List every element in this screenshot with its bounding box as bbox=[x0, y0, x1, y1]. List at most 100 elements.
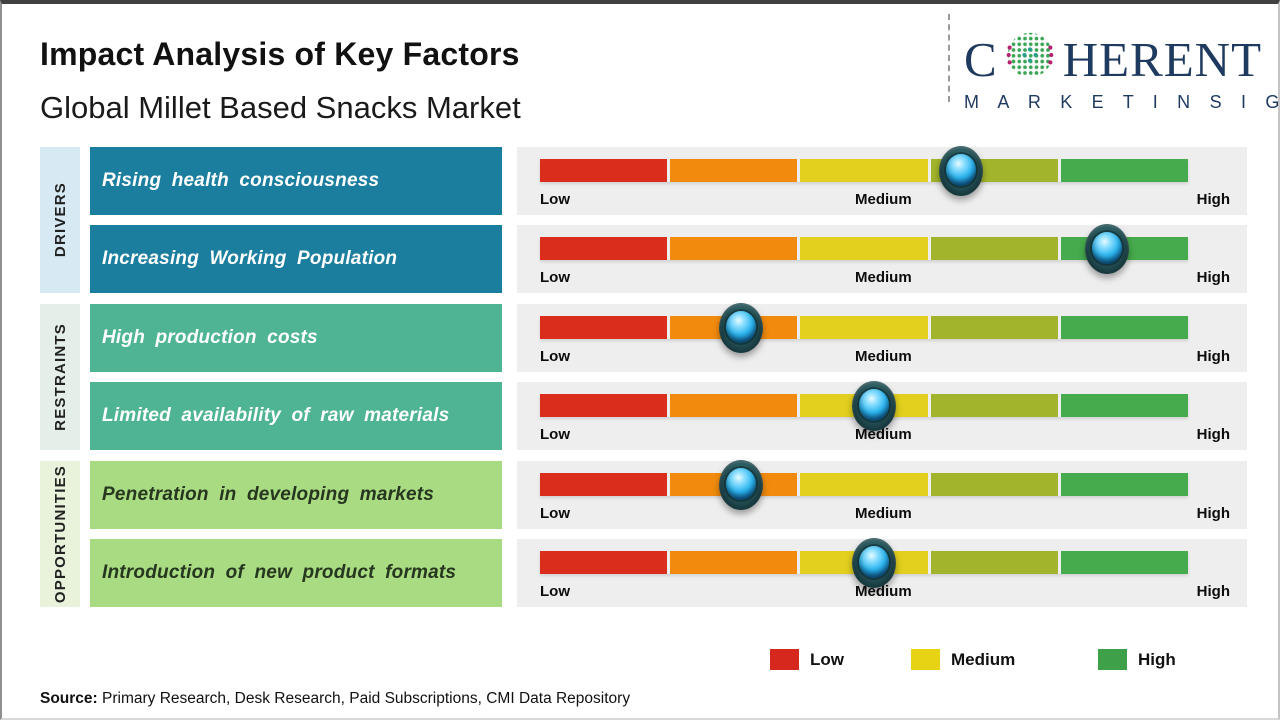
logo-letter-c: C bbox=[964, 32, 998, 87]
source-label: Source: bbox=[40, 690, 98, 707]
impact-scale-panel: Low Medium High bbox=[517, 381, 1247, 450]
impact-scale-panel: Low Medium High bbox=[517, 146, 1247, 215]
group-name-label: DRIVERS bbox=[51, 182, 69, 258]
scale-label-high: High bbox=[1196, 505, 1230, 522]
factor-row: Penetration in developing markets L bbox=[90, 460, 1247, 529]
impact-scale-panel: Low Medium High bbox=[517, 224, 1247, 293]
segment-medium bbox=[800, 316, 928, 339]
segment-low bbox=[540, 316, 668, 339]
scale-label-low: Low bbox=[540, 191, 570, 208]
legend: Low Medium High bbox=[2, 649, 1280, 675]
legend-item-low: Low bbox=[770, 649, 844, 670]
segment-medium-high bbox=[930, 237, 1058, 260]
factor-box: Limited availability of raw materials bbox=[90, 382, 502, 450]
impact-marker bbox=[851, 538, 896, 588]
segment-medium-high bbox=[930, 551, 1058, 574]
factor-label: Penetration in developing markets bbox=[102, 484, 435, 505]
factor-row: High production costs Low bbox=[90, 303, 1247, 372]
segment-medium-high bbox=[930, 394, 1058, 417]
factor-box: High production costs bbox=[90, 304, 502, 372]
factor-label: Introduction of new product formats bbox=[102, 562, 457, 583]
segment-high bbox=[1060, 159, 1189, 182]
impact-marker bbox=[1085, 224, 1129, 274]
scale-label-low: Low bbox=[540, 426, 570, 443]
factor-row: Rising health consciousness Low bbox=[90, 146, 1247, 215]
impact-gradient-bar bbox=[540, 381, 1189, 431]
segment-low bbox=[540, 237, 668, 260]
segment-low-medium bbox=[670, 237, 798, 260]
impact-marker bbox=[851, 381, 896, 431]
impact-marker bbox=[718, 303, 763, 353]
segment-high bbox=[1060, 473, 1189, 496]
factor-row: Increasing Working Population Low bbox=[90, 224, 1247, 293]
legend-swatch-medium bbox=[911, 649, 940, 670]
impact-scale-panel: Low Medium High bbox=[517, 303, 1247, 372]
scale-labels: Low Medium High bbox=[540, 426, 1230, 443]
group-name-label: RESTRAINTS bbox=[51, 323, 69, 431]
impact-marker bbox=[939, 146, 984, 196]
segment-high bbox=[1060, 394, 1189, 417]
scale-labels: Low Medium High bbox=[540, 505, 1230, 522]
segment-low-medium bbox=[670, 551, 798, 574]
scale-labels: Low Medium High bbox=[540, 583, 1230, 600]
factor-row: Introduction of new product formats bbox=[90, 538, 1247, 607]
legend-label-high: High bbox=[1138, 649, 1176, 669]
group-drivers: DRIVERS Rising health consciousness bbox=[40, 146, 1247, 293]
group-strip-drivers: DRIVERS bbox=[40, 147, 80, 293]
logo-tagline: M A R K E T I N S I G H T S bbox=[964, 92, 1280, 112]
scale-label-low: Low bbox=[540, 269, 570, 286]
segment-medium bbox=[800, 473, 928, 496]
globe-dots-icon bbox=[1005, 30, 1055, 90]
group-strip-opportunities: OPPORTUNITIES bbox=[40, 461, 80, 607]
source-line: Source: Primary Research, Desk Research,… bbox=[40, 690, 630, 708]
logo-letters-herent: HERENT bbox=[1062, 32, 1262, 87]
segment-low bbox=[540, 473, 668, 496]
factor-label: High production costs bbox=[102, 327, 318, 348]
factor-label: Increasing Working Population bbox=[102, 248, 398, 269]
segment-medium bbox=[800, 159, 928, 182]
factor-box: Increasing Working Population bbox=[90, 225, 502, 293]
scale-label-medium: Medium bbox=[855, 348, 912, 365]
scale-labels: Low Medium High bbox=[540, 191, 1230, 208]
legend-item-high: High bbox=[1098, 649, 1176, 670]
group-opportunities: OPPORTUNITIES Penetration in developing … bbox=[40, 460, 1247, 607]
impact-gradient-bar bbox=[540, 460, 1189, 510]
group-strip-restraints: RESTRAINTS bbox=[40, 304, 80, 450]
segment-low bbox=[540, 551, 668, 574]
page-title: Impact Analysis of Key Factors bbox=[40, 36, 520, 72]
factor-box: Introduction of new product formats bbox=[90, 539, 502, 607]
segment-low-medium bbox=[670, 394, 798, 417]
scale-label-low: Low bbox=[540, 583, 570, 600]
scale-label-high: High bbox=[1196, 426, 1230, 443]
logo-wordmark: C bbox=[964, 30, 1262, 90]
segment-low bbox=[540, 394, 668, 417]
legend-label-low: Low bbox=[810, 649, 844, 669]
scale-labels: Low Medium High bbox=[540, 348, 1230, 365]
segment-medium-high bbox=[930, 473, 1058, 496]
impact-gradient-bar bbox=[540, 146, 1189, 196]
impact-gradient-bar bbox=[540, 303, 1189, 353]
impact-scale-panel: Low Medium High bbox=[517, 538, 1247, 607]
scale-label-medium: Medium bbox=[855, 505, 912, 522]
scale-label-high: High bbox=[1196, 269, 1230, 286]
factor-box: Rising health consciousness bbox=[90, 147, 502, 215]
legend-swatch-low bbox=[770, 649, 799, 670]
scale-label-medium: Medium bbox=[855, 269, 912, 286]
segment-high bbox=[1060, 551, 1189, 574]
legend-item-medium: Medium bbox=[911, 649, 1015, 670]
legend-swatch-high bbox=[1098, 649, 1127, 670]
segment-low-medium bbox=[670, 159, 798, 182]
factor-row: Limited availability of raw materials bbox=[90, 381, 1247, 450]
factor-box: Penetration in developing markets bbox=[90, 461, 502, 529]
impact-marker bbox=[718, 460, 763, 510]
scale-label-medium: Medium bbox=[855, 191, 912, 208]
company-logo: C bbox=[964, 30, 1280, 113]
impact-gradient-bar bbox=[540, 538, 1189, 588]
segment-medium-high bbox=[930, 316, 1058, 339]
impact-analysis-grid: DRIVERS Rising health consciousness bbox=[40, 146, 1247, 618]
scale-label-high: High bbox=[1196, 348, 1230, 365]
group-restraints: RESTRAINTS High production costs bbox=[40, 303, 1247, 450]
impact-gradient-bar bbox=[540, 224, 1189, 274]
segment-medium bbox=[800, 237, 928, 260]
